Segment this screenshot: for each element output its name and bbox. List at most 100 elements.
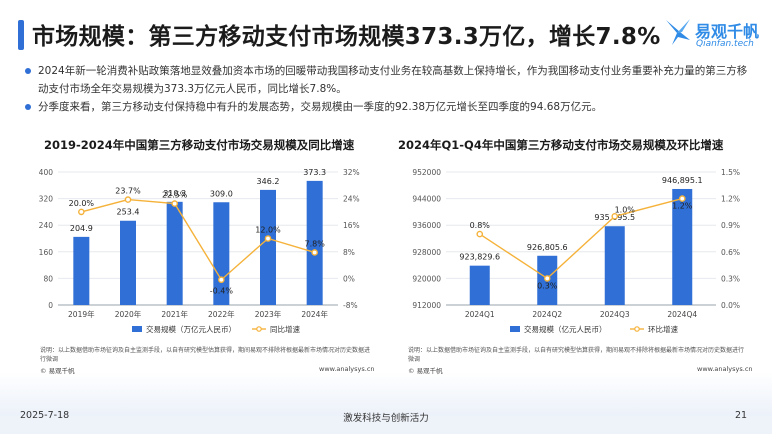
bar-value-label: 373.3 bbox=[303, 168, 326, 177]
bar bbox=[120, 220, 136, 305]
bar-value-label: 926,805.6 bbox=[527, 243, 568, 252]
page-number: 21 bbox=[735, 410, 748, 421]
page-title: 市场规模：第三方移动支付市场规模373.3万亿，增长7.8% bbox=[32, 24, 661, 50]
legend-line-marker bbox=[256, 326, 262, 332]
x-axis-tick-label: 2020年 bbox=[115, 309, 142, 319]
right-axis-tick-label: 32% bbox=[343, 168, 360, 177]
x-axis-tick-label: 2024Q2 bbox=[532, 310, 562, 319]
chart-url-annual: www.analysys.cn bbox=[319, 365, 375, 373]
growth-value-label: 7.8% bbox=[305, 239, 326, 248]
annual-chart: 0 80 160 240 320 400 -8% 0% 8% 16% 24% 32% 204.9 253.… bbox=[39, 168, 360, 334]
right-axis-tick-label: 0.3% bbox=[721, 274, 740, 283]
growth-point bbox=[543, 275, 551, 282]
legend-bar-label: 交易规模（亿元人民币） bbox=[524, 324, 607, 334]
bar bbox=[260, 189, 276, 305]
x-axis-tick-label: 2024年 bbox=[301, 309, 328, 319]
growth-value-label: 1.0% bbox=[615, 205, 636, 214]
x-axis-tick-label: 2022年 bbox=[208, 309, 235, 319]
title-accent-bar bbox=[18, 20, 24, 50]
x-axis-tick-label: 2021年 bbox=[161, 309, 188, 319]
summary-bullets: 2024年新一轮消费补贴政策落地显效叠加资本市场的回暖带动我国移动支付业务在较高… bbox=[22, 62, 757, 116]
growth-point bbox=[611, 213, 619, 220]
background-skyline bbox=[0, 372, 772, 416]
growth-point bbox=[264, 235, 272, 242]
chart-source-quarterly: © 易观千帆 bbox=[408, 367, 443, 375]
growth-point bbox=[218, 276, 225, 284]
footer-date: 2025-7-18 bbox=[20, 410, 70, 421]
bar bbox=[213, 202, 230, 305]
right-axis-tick-label: 0.9% bbox=[721, 221, 740, 230]
left-axis-tick-label: 80 bbox=[43, 274, 53, 283]
growth-line bbox=[81, 198, 315, 281]
right-axis-tick-label: 1.2% bbox=[721, 195, 740, 204]
chart-note-quarterly: 说明：以上数据借助市场征询及自主监测手段，以自有研究模型估算获得，期间易观不排除… bbox=[408, 347, 745, 363]
bar bbox=[469, 265, 490, 305]
growth-point bbox=[476, 230, 484, 238]
chart-title-quarterly: 2024年Q1-Q4年中国第三方移动支付市场交易规模及环比增速 bbox=[398, 138, 724, 152]
right-axis-tick-label: 8% bbox=[343, 248, 355, 257]
left-axis-tick-label: 936000 bbox=[412, 221, 441, 230]
growth-point bbox=[311, 249, 318, 256]
bar-value-label: 204.9 bbox=[70, 224, 93, 233]
logo-text: 易观千帆 bbox=[695, 22, 760, 41]
growth-value-label: 23.7% bbox=[115, 187, 141, 196]
bar bbox=[166, 201, 183, 305]
x-axis-tick-label: 2024Q4 bbox=[667, 310, 697, 319]
bullet-item: 分季度来看，第三方移动支付保持稳中有升的发展态势，交易规模由一季度的92.38万… bbox=[22, 98, 757, 116]
brand-logo: 易观千帆 Qianfan.tech bbox=[663, 14, 768, 54]
bar bbox=[73, 236, 90, 305]
x-axis-tick-label: 2024Q3 bbox=[600, 310, 630, 319]
right-axis-tick-label: 16% bbox=[343, 221, 360, 230]
growth-value-label: 0.8% bbox=[470, 221, 491, 230]
growth-point bbox=[124, 196, 132, 203]
growth-line bbox=[479, 197, 683, 280]
bar bbox=[672, 188, 693, 305]
legend-line-marker bbox=[634, 326, 640, 332]
chart-source-annual: © 易观千帆 bbox=[40, 367, 75, 375]
growth-point bbox=[678, 195, 686, 202]
quarterly-chart: 912000 920000 928000 936000 944000 952000 0.0%… bbox=[412, 168, 740, 334]
x-axis-tick-label: 2023年 bbox=[255, 309, 282, 319]
left-axis-tick-label: 944000 bbox=[412, 195, 441, 204]
left-axis-tick-label: 920000 bbox=[412, 274, 441, 283]
growth-value-label: 12.0% bbox=[255, 226, 281, 235]
right-axis-tick-label: 0.6% bbox=[721, 248, 740, 257]
bar-value-label: 923,829.6 bbox=[459, 253, 500, 262]
growth-value-label: 22.5% bbox=[162, 191, 188, 200]
chart-note-annual: 说明：以上数据借助市场征询及自主监测手段，以自有研究模型估算获得，期间易观不排除… bbox=[40, 347, 371, 363]
growth-point bbox=[171, 200, 178, 207]
logo-bird-icon bbox=[666, 19, 690, 45]
left-axis-tick-label: 0 bbox=[48, 301, 53, 310]
legend-bar-label: 交易规模（万亿元人民币） bbox=[146, 324, 236, 334]
legend-line-label: 同比增速 bbox=[270, 324, 300, 334]
legend-line-label: 环比增速 bbox=[648, 324, 678, 334]
bar-value-label: 346.2 bbox=[257, 177, 280, 186]
legend-bar-swatch bbox=[510, 326, 520, 332]
growth-value-label: 1.2% bbox=[672, 202, 693, 211]
bar-value-label: 309.0 bbox=[210, 189, 233, 198]
left-axis-tick-label: 952000 bbox=[412, 168, 441, 177]
growth-point bbox=[78, 208, 85, 216]
bar-value-label: 310.3 bbox=[163, 189, 186, 198]
growth-value-label: 20.0% bbox=[69, 199, 95, 208]
x-axis-tick-label: 2024Q1 bbox=[465, 310, 495, 319]
logo-subtext: Qianfan.tech bbox=[696, 39, 754, 49]
bar bbox=[604, 226, 625, 305]
bar-value-label: 253.4 bbox=[117, 208, 140, 217]
growth-value-label: 0.3% bbox=[537, 281, 558, 290]
left-axis-tick-label: 320 bbox=[39, 195, 54, 204]
right-axis-tick-label: -8% bbox=[343, 301, 358, 310]
growth-value-label: -0.4% bbox=[210, 287, 234, 296]
chart-url-quarterly: www.analysys.cn bbox=[697, 365, 753, 373]
chart-title-annual: 2019-2024年中国第三方移动支付市场交易规模及同比增速 bbox=[44, 138, 355, 152]
footer-tagline: 激发科技与创新活力 bbox=[343, 413, 429, 424]
bar-value-label: 946,895.1 bbox=[662, 176, 703, 185]
bar bbox=[306, 180, 323, 305]
right-axis-tick-label: 24% bbox=[343, 195, 360, 204]
left-axis-tick-label: 912000 bbox=[412, 301, 441, 310]
right-axis-tick-label: 0.0% bbox=[721, 301, 740, 310]
bullet-item: 2024年新一轮消费补贴政策落地显效叠加资本市场的回暖带动我国移动支付业务在较高… bbox=[22, 62, 757, 98]
footer-band bbox=[0, 416, 772, 434]
right-axis-tick-label: 0% bbox=[343, 274, 355, 283]
right-axis-tick-label: 1.5% bbox=[721, 168, 740, 177]
